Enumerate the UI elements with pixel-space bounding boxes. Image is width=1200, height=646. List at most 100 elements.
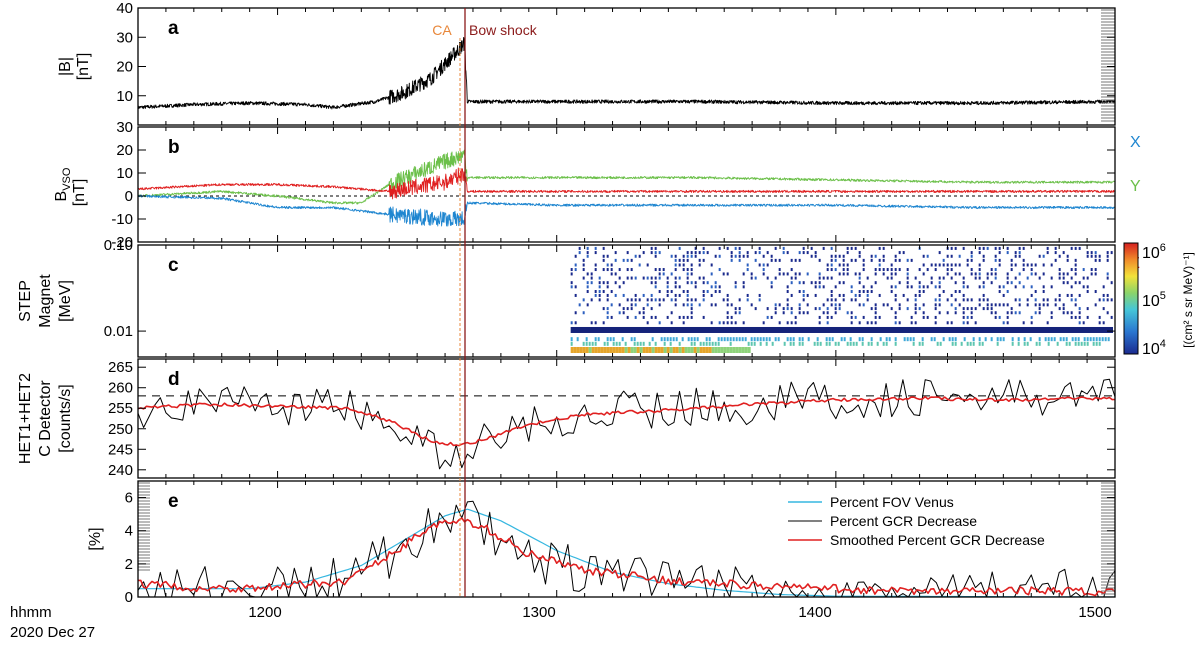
heatmap-cell xyxy=(1047,341,1050,346)
y-tick-label: 260 xyxy=(108,380,133,397)
y-axis-label: [MeV] xyxy=(57,280,74,322)
heatmap-cell xyxy=(1046,303,1049,307)
heatmap-cell xyxy=(690,251,693,255)
heatmap-cell xyxy=(874,281,877,285)
heatmap-cell xyxy=(1054,251,1057,255)
heatmap-cell xyxy=(1078,315,1081,319)
heatmap-cell xyxy=(615,347,619,353)
heatmap-cell xyxy=(1038,303,1041,307)
heatmap-cell xyxy=(1110,251,1113,255)
heatmap-cell xyxy=(978,246,981,250)
heatmap-cell xyxy=(702,347,706,353)
heatmap-cell xyxy=(694,298,697,302)
heatmap-cell xyxy=(822,311,825,315)
heatmap-cell xyxy=(994,258,997,262)
panel-letter: a xyxy=(168,18,179,39)
heatmap-cell xyxy=(1030,285,1033,289)
heatmap-cell xyxy=(762,268,765,272)
heatmap-cell xyxy=(634,298,637,302)
heatmap-cell xyxy=(858,276,861,280)
component-label-y: Y xyxy=(1130,178,1141,195)
heatmap-cell xyxy=(849,337,852,342)
heatmap-cell xyxy=(894,311,897,315)
heatmap-cell xyxy=(778,272,781,276)
heatmap-cell xyxy=(886,303,889,307)
heatmap-cell xyxy=(650,281,653,285)
heatmap-cell xyxy=(986,307,989,311)
heatmap-cell xyxy=(948,337,951,342)
heatmap-cell xyxy=(699,347,703,353)
heatmap-cell xyxy=(794,321,797,325)
heatmap-cell xyxy=(1010,281,1013,285)
heatmap-cell xyxy=(734,281,737,285)
heatmap-cell xyxy=(576,337,579,342)
heatmap-cell xyxy=(602,258,605,262)
data-line-gcr-smoothed xyxy=(138,517,1115,597)
heatmap-cell xyxy=(1006,246,1009,250)
heatmap-cell xyxy=(792,337,795,342)
heatmap-cell xyxy=(1065,341,1068,346)
heatmap-cell xyxy=(591,347,595,353)
heatmap-cell xyxy=(939,341,942,346)
heatmap-cell xyxy=(1082,268,1085,272)
heatmap-cell xyxy=(618,341,621,346)
heatmap-cell xyxy=(894,254,897,258)
heatmap-cell xyxy=(582,298,585,302)
heatmap-cell xyxy=(842,254,845,258)
heatmap-cell xyxy=(894,268,897,272)
heatmap-cell xyxy=(906,337,909,342)
heatmap-cell xyxy=(960,341,963,346)
heatmap-cell xyxy=(1010,263,1013,267)
y-tick-label: 10 xyxy=(116,88,133,105)
heatmap-cell xyxy=(1022,263,1025,267)
heatmap-cell xyxy=(1078,293,1081,297)
heatmap-cell xyxy=(1030,263,1033,267)
heatmap-cell xyxy=(934,307,937,311)
heatmap-cell xyxy=(610,263,613,267)
heatmap-cell xyxy=(894,272,897,276)
heatmap-cell xyxy=(958,272,961,276)
heatmap-cell xyxy=(1098,321,1101,325)
heatmap-cell xyxy=(798,307,801,311)
heatmap-cell xyxy=(978,263,981,267)
heatmap-cell xyxy=(669,347,673,353)
heatmap-cell xyxy=(1078,321,1081,325)
heatmap-cell xyxy=(686,281,689,285)
heatmap-cell xyxy=(806,251,809,255)
heatmap-cell xyxy=(594,251,597,255)
heatmap-cell xyxy=(830,298,833,302)
heatmap-cell xyxy=(846,272,849,276)
heatmap-cell xyxy=(588,341,591,346)
heatmap-cell xyxy=(1034,311,1037,315)
heatmap-cell xyxy=(626,258,629,262)
heatmap-cell xyxy=(746,263,749,267)
heatmap-cell xyxy=(842,298,845,302)
heatmap-cell xyxy=(633,337,636,342)
heatmap-cell xyxy=(585,347,589,353)
heatmap-cell xyxy=(850,315,853,319)
heatmap-cell xyxy=(735,347,739,353)
heatmap-cell xyxy=(586,251,589,255)
heatmap-cell xyxy=(922,303,925,307)
x-tick-label: 1500 xyxy=(1078,604,1111,621)
panel-e: e [%] 0 2 4 6 Percent FOV Venus Percent GCR Dec… xyxy=(87,480,1116,606)
heatmap-cell xyxy=(898,307,901,311)
heatmap-cell xyxy=(1018,281,1021,285)
heatmap-cell xyxy=(862,268,865,272)
heatmap-cell xyxy=(594,293,597,297)
heatmap-cell xyxy=(998,285,1001,289)
heatmap-cell xyxy=(970,251,973,255)
heatmap-cell xyxy=(730,258,733,262)
heatmap-cell xyxy=(862,285,865,289)
y-tick-label: 30 xyxy=(116,119,133,136)
heatmap-cell xyxy=(794,258,797,262)
heatmap-cell xyxy=(1095,341,1098,346)
heatmap-cell xyxy=(966,315,969,319)
heatmap-cell xyxy=(1082,321,1085,325)
heatmap-cell xyxy=(602,246,605,250)
heatmap-cell xyxy=(1066,258,1069,262)
heatmap-cell xyxy=(686,290,689,294)
heatmap-cell xyxy=(726,293,729,297)
heatmap-cell xyxy=(722,321,725,325)
heatmap-cell xyxy=(678,347,682,353)
